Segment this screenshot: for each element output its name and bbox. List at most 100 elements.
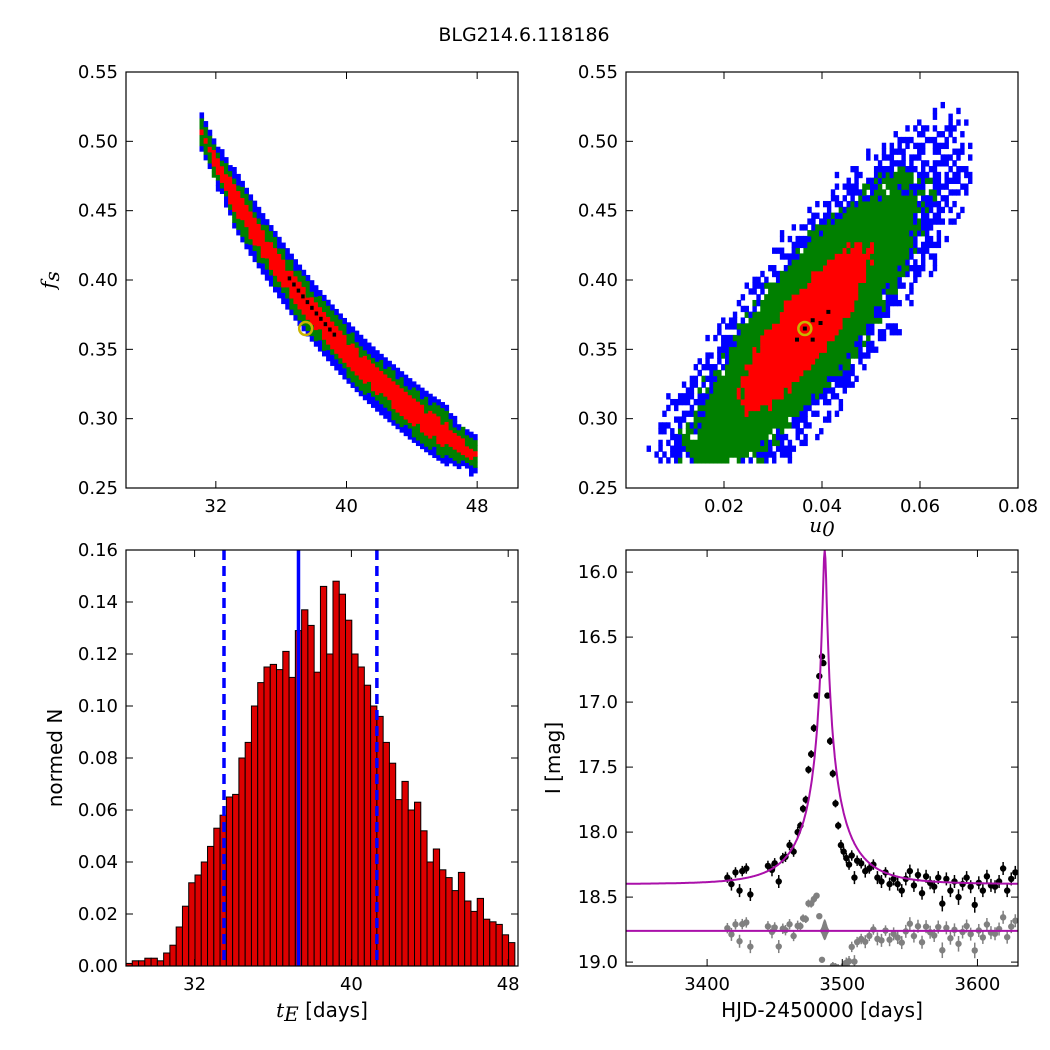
density-cell [854,352,859,359]
density-cell [764,387,769,394]
density-cell [399,371,405,378]
residual-point [922,923,930,930]
density-cell [834,352,840,359]
density-cell [748,340,753,348]
density-peak-cell [328,327,332,332]
density-cell [948,154,953,161]
density-cell [803,439,808,447]
density-cell [928,224,934,231]
density-cell [244,193,249,200]
density-cell [724,451,730,458]
density-cell [877,230,883,237]
density-cell [870,265,875,272]
residual-point [959,928,966,936]
density-cell [768,369,773,377]
density-cell [826,323,832,330]
density-cell [240,236,245,243]
density-cell [681,410,687,417]
density-cell [760,358,765,365]
density-cell [866,352,871,359]
light-curve-y-tick-label: 17.5 [578,757,618,778]
density-cell [460,449,466,456]
density-cell [444,432,450,439]
density-cell [807,218,812,225]
te-fs-y-tick-label: 0.30 [78,409,118,430]
density-cell [854,206,859,214]
density-cell [803,276,808,283]
density-cell [819,218,824,225]
density-cell [834,288,840,295]
density-cell [787,445,793,452]
density-cell [842,387,847,394]
density-cell [658,422,663,429]
density-cell [787,375,793,383]
density-cell [885,230,891,237]
density-cell [897,206,902,214]
density-cell [948,206,953,214]
density-cell [917,131,922,138]
density-cell [375,355,380,362]
density-cell [866,224,871,231]
density-cell [358,373,364,380]
density-cell [909,241,914,249]
density-cell [787,270,793,278]
density-cell [877,195,883,202]
density-cell [736,445,742,452]
density-cell [383,362,388,369]
density-cell [854,235,859,243]
density-cell [264,263,270,270]
density-cell [815,276,820,283]
density-cell [464,451,470,458]
density-cell [354,336,360,343]
density-cell [826,265,832,272]
density-cell [854,270,859,278]
residual-point [1012,917,1018,924]
density-cell [842,224,847,231]
density-cell [350,354,356,361]
density-cell [203,121,209,128]
density-cell [846,288,851,295]
density-cell [815,387,820,394]
density-cell [383,412,388,419]
density-cell [666,457,671,464]
density-cell [791,375,797,383]
density-cell [850,276,855,283]
density-cell [689,445,695,452]
density-cell [662,410,667,417]
density-cell [897,212,902,219]
density-cell [709,433,714,441]
density-cell [901,148,906,155]
density-cell [924,230,930,237]
density-cell [460,437,466,444]
density-cell [920,189,926,196]
density-cell [779,439,785,447]
density-cell [744,282,749,289]
te-fs-x-tick-label: 48 [466,496,489,517]
density-cell [309,330,315,337]
density-cell [807,352,812,359]
te-hist-y-tick-label: 0.10 [78,696,118,717]
density-cell [371,351,376,358]
density-cell [885,206,891,214]
density-cell [448,451,454,458]
density-cell [846,317,851,324]
density-cell [819,323,824,330]
density-cell [826,282,832,289]
density-cell [350,376,356,383]
density-cell [768,439,773,447]
density-cell [783,404,789,412]
density-cell [893,323,898,330]
density-cell [913,125,918,132]
density-cell [764,393,769,400]
density-cell [285,259,290,266]
residual-point [775,943,782,950]
density-cell [760,410,765,417]
density-peak-cell [305,300,310,305]
density-cell [807,311,812,318]
density-cell [873,288,879,295]
density-cell [783,323,789,330]
density-cell [740,352,746,359]
density-cell [736,381,742,388]
density-cell [399,376,405,383]
density-cell [701,375,706,383]
